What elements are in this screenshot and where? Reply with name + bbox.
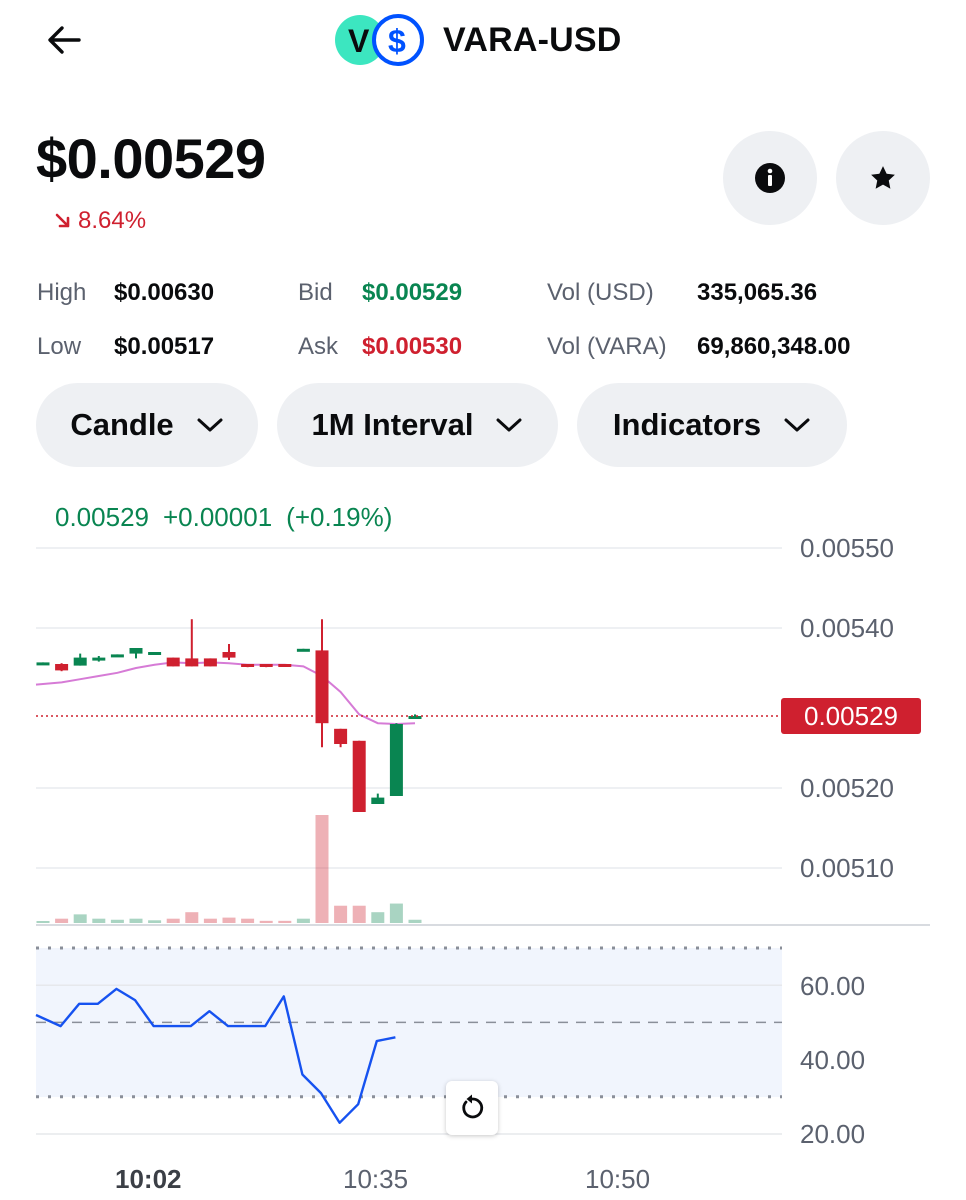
rsi-axis-label: 60.00 [800,971,866,1001]
indicators-label: Indicators [612,407,762,442]
high-value: $0.00630 [114,279,215,306]
price-axis-label: 0.00540 [800,613,894,643]
volume-bar [185,912,199,923]
high-label: High [37,279,87,306]
candle-body [73,657,87,666]
volume-bar [148,920,162,923]
candle-body [36,662,50,666]
candle-body [352,740,366,812]
page-title: VARA-USD [443,21,622,59]
asset-logo: V $ [334,12,428,68]
arrow-down-right-icon [55,213,70,228]
volume-bar [241,918,255,923]
candle-body [203,658,217,667]
volume-bar [129,918,143,923]
volume-bar [36,921,50,923]
price-change: 8.64% [54,205,146,237]
star-icon [871,166,895,189]
volume-bar [389,903,403,923]
low-label: Low [37,333,82,360]
low-value: $0.00517 [114,333,215,360]
bid-label: Bid [298,279,333,306]
candle-body [408,716,422,719]
chevron-down-icon [784,418,810,432]
ask-value: $0.00530 [362,333,463,360]
candle-body [185,658,199,667]
vara-logo-icon [335,15,385,65]
candle-body [55,664,69,671]
candle-body [110,654,124,658]
volume-bar [315,815,329,923]
volume-bar [110,919,124,923]
vol-usd-label: Vol (USD) [547,279,654,306]
volume-bar [92,918,106,923]
candle-body [278,664,292,667]
rsi-axis-label: 40.00 [800,1045,866,1075]
price-axis-label: 0.00520 [800,773,894,803]
candle-body [296,648,310,652]
interval-dropdown[interactable]: 1M Interval [277,383,558,467]
candle-body [259,664,273,667]
usd-logo-symbol: $ [388,23,406,59]
candle-body [389,724,403,796]
ask-label: Ask [298,333,339,360]
volume-bar [166,918,180,923]
chart-type-dropdown[interactable]: Candle [36,383,258,467]
back-button[interactable] [40,18,88,62]
price-axis-label: 0.00550 [800,533,894,563]
current-price-tag: 0.00529 [781,698,921,734]
time-axis-label: 10:50 [585,1164,651,1194]
vol-vara-label: Vol (VARA) [547,333,667,360]
indicators-dropdown[interactable]: Indicators [577,383,847,467]
chart-type-label: Candle [70,407,174,442]
vol-vara-value: 69,860,348.00 [697,333,851,360]
legend-change-percent: (+0.19%) [286,502,393,532]
candle-body [92,657,106,661]
candle-body [371,797,385,804]
info-icon [755,163,785,193]
volume-bar [408,919,422,923]
volume-bar [259,920,273,923]
legend-change: +0.00001 [162,502,273,532]
volume-bar [371,912,385,923]
candle-body [241,664,255,667]
rsi-axis-label: 20.00 [800,1119,866,1149]
watchlist-star-button[interactable] [836,131,930,225]
moving-average-line [35,661,416,726]
reset-icon [462,1094,484,1119]
volume-bar [278,920,292,923]
volume-bar [55,918,69,923]
volume-bar [203,918,217,923]
price-change-value: 8.64% [78,207,147,234]
volume-bar [334,905,348,923]
price-axis-label: 0.00510 [800,853,894,883]
chevron-down-icon [496,418,522,432]
candle-body [166,657,180,667]
candle-body [148,652,162,655]
legend-last-price: 0.00529 [55,502,149,532]
vol-usd-value: 335,065.36 [697,279,818,306]
current-price: $0.00529 [36,127,266,190]
volume-bar [73,914,87,923]
candle-body [129,648,143,654]
time-axis-label: 10:02 [115,1164,182,1194]
vara-logo-letter: V [348,23,370,59]
reset-chart-button[interactable] [446,1081,498,1135]
arrow-left-icon [48,26,81,54]
rsi-line [35,987,396,1125]
usd-logo-icon [372,14,424,66]
volume-bar [352,905,366,923]
candle-body [222,652,236,658]
info-button[interactable] [723,131,817,225]
chart-legend: 0.00529 +0.00001 (+0.19%) [55,500,392,534]
chevron-down-icon [197,418,223,432]
volume-bar [296,918,310,923]
volume-bar [222,917,236,923]
interval-label: 1M Interval [311,407,474,442]
candle-body [315,650,329,724]
candle-body [334,728,348,744]
time-axis-label: 10:35 [343,1164,409,1194]
bid-value: $0.00529 [362,279,463,306]
